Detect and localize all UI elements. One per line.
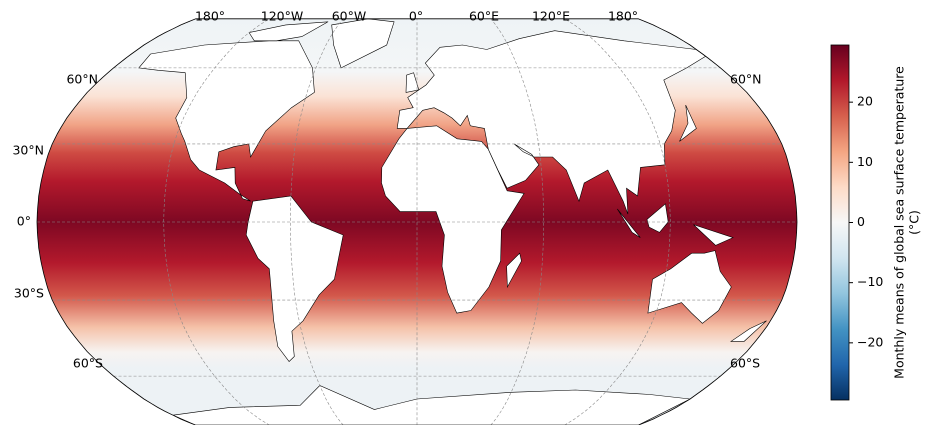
latitude-label: 60°N bbox=[730, 72, 762, 87]
landmass bbox=[248, 21, 329, 42]
graticule-meridian bbox=[490, 18, 544, 425]
graticule-meridian bbox=[564, 18, 671, 425]
latitude-label: 60°S bbox=[73, 356, 103, 371]
longitude-label: 120°E bbox=[532, 9, 570, 24]
colorbar: −20 −10 0 10 20 Monthly means of global sea s… bbox=[830, 44, 922, 401]
landmass bbox=[506, 252, 522, 289]
latitude-label: 30°N bbox=[12, 143, 44, 158]
landmass bbox=[693, 224, 734, 246]
colorbar-tick-label: −20 bbox=[857, 334, 883, 349]
latitude-label: 60°N bbox=[66, 72, 98, 87]
colorbar-tick-label: 20 bbox=[857, 94, 873, 109]
longitude-label: 0° bbox=[409, 9, 423, 24]
longitude-label: 180° bbox=[195, 9, 225, 24]
colorbar-tick-label: 10 bbox=[857, 154, 873, 169]
longitude-label: 180° bbox=[608, 9, 638, 24]
colorbar-label: Monthly means of global sea surface temp… bbox=[892, 66, 907, 379]
map: 180° 120°W 60°W 0° 60°E 120°E 180° 60°N 30°N 0° 30… bbox=[12, 9, 798, 425]
landmass bbox=[245, 195, 344, 362]
latitude-label: 30°S bbox=[14, 286, 44, 301]
landmass bbox=[617, 208, 641, 238]
map-outline bbox=[36, 18, 798, 425]
longitude-label: 60°E bbox=[469, 9, 499, 24]
landmass bbox=[405, 72, 420, 93]
graticule-meridian bbox=[163, 18, 270, 425]
latitude-label: 60°S bbox=[730, 356, 760, 371]
landmass bbox=[646, 203, 669, 233]
colorbar-scale bbox=[830, 44, 850, 401]
longitude-label: 120°W bbox=[261, 9, 303, 24]
colorbar-tick-label: −10 bbox=[857, 274, 883, 289]
colorbar-label: (°C) bbox=[907, 210, 922, 235]
landmass bbox=[396, 30, 707, 215]
landmass bbox=[730, 320, 767, 342]
landmass bbox=[138, 40, 315, 202]
longitude-label: 60°W bbox=[332, 9, 367, 24]
landmass bbox=[647, 250, 732, 324]
landmass bbox=[679, 104, 697, 142]
graticule-meridian bbox=[290, 18, 344, 425]
colorbar-tick-label: 0 bbox=[857, 214, 865, 229]
latitude-label: 0° bbox=[17, 214, 31, 229]
